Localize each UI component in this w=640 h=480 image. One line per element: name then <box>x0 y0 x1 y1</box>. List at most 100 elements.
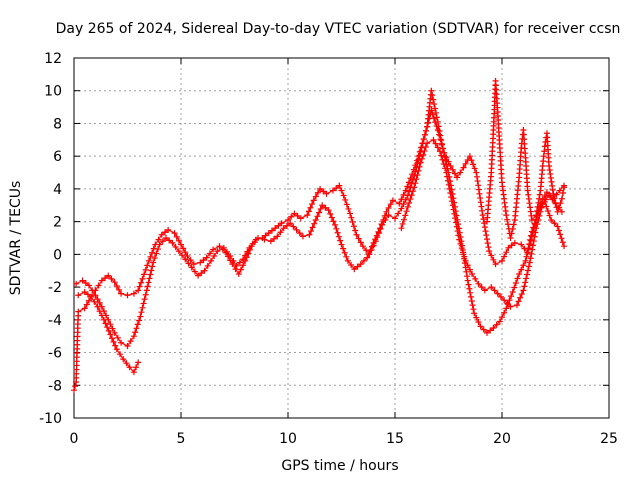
data-point-marker <box>464 262 471 269</box>
data-point-marker <box>477 199 484 206</box>
data-point-marker <box>141 296 148 303</box>
data-point-marker <box>437 132 444 139</box>
data-point-marker <box>246 244 253 251</box>
series-track-1 <box>71 107 568 394</box>
data-point-marker <box>444 177 451 184</box>
data-point-marker <box>529 246 536 253</box>
y-tick-label: 2 <box>53 215 62 231</box>
data-point-marker <box>370 242 377 249</box>
data-point-marker <box>439 145 446 152</box>
data-point-marker <box>412 168 419 175</box>
data-point-marker <box>265 230 272 237</box>
data-point-marker <box>133 364 140 371</box>
data-series <box>71 77 568 394</box>
data-point-marker <box>299 233 306 240</box>
data-point-marker <box>293 226 300 233</box>
data-point-marker <box>328 214 335 221</box>
series-track-2 <box>73 87 568 349</box>
data-point-marker <box>316 209 323 216</box>
data-point-marker <box>508 293 515 300</box>
data-point-marker <box>488 284 495 291</box>
data-point-marker <box>525 245 532 252</box>
data-point-marker <box>533 225 540 232</box>
data-point-marker <box>138 309 145 316</box>
data-point-marker <box>533 212 540 219</box>
data-point-marker <box>333 225 340 232</box>
data-point-marker <box>430 136 437 143</box>
data-point-marker <box>94 296 101 303</box>
data-point-marker <box>497 293 504 300</box>
data-point-marker <box>551 220 558 227</box>
data-point-marker <box>329 187 336 194</box>
data-point-marker <box>347 210 354 217</box>
data-point-marker <box>484 236 491 243</box>
data-point-marker <box>314 189 321 196</box>
data-point-marker <box>538 204 545 211</box>
data-point-marker <box>320 188 327 195</box>
data-point-marker <box>438 137 445 144</box>
data-point-marker <box>210 246 217 253</box>
data-point-marker <box>130 369 137 376</box>
data-point-marker <box>338 241 345 248</box>
data-point-marker <box>395 210 402 217</box>
data-point-marker <box>536 212 543 219</box>
data-point-marker <box>525 263 532 270</box>
data-point-marker <box>242 252 249 259</box>
data-point-marker <box>72 383 79 390</box>
data-point-marker <box>206 250 213 257</box>
data-point-marker <box>417 159 424 166</box>
data-point-marker <box>403 208 410 215</box>
data-point-marker <box>188 264 195 271</box>
data-point-marker <box>389 197 396 204</box>
data-point-marker <box>516 271 523 277</box>
data-point-marker <box>108 275 115 282</box>
data-point-marker <box>457 169 464 176</box>
data-point-marker <box>349 218 356 225</box>
data-point-marker <box>366 251 373 258</box>
data-point-marker <box>308 228 315 235</box>
data-point-marker <box>408 192 415 199</box>
data-point-marker <box>330 218 337 225</box>
series-track-4 <box>398 136 565 310</box>
data-point-marker <box>139 304 146 311</box>
x-tick-label: 20 <box>493 431 511 447</box>
data-point-marker <box>107 331 114 338</box>
data-point-marker <box>252 236 259 243</box>
data-point-marker <box>113 346 120 353</box>
data-point-marker <box>442 165 449 172</box>
data-point-marker <box>490 325 497 331</box>
data-point-marker <box>503 212 510 219</box>
data-point-marker <box>483 232 490 239</box>
data-point-marker <box>475 186 482 193</box>
data-point-marker <box>405 179 412 186</box>
data-point-marker <box>296 230 303 237</box>
data-point-marker <box>343 201 350 208</box>
data-point-marker <box>294 212 301 219</box>
data-point-marker <box>536 191 543 198</box>
data-point-marker <box>148 267 155 274</box>
data-point-marker <box>145 279 152 286</box>
data-point-marker <box>528 217 535 223</box>
data-point-marker <box>534 203 541 210</box>
axis-ticks: 0 5 10 15 20 25 -10 -8 -6 -4 -2 0 2 4 6 8 10 12 <box>39 51 618 447</box>
data-point-marker <box>353 231 360 238</box>
data-point-marker <box>539 200 546 207</box>
data-point-marker <box>107 321 114 328</box>
data-point-marker <box>491 287 498 294</box>
data-point-marker <box>153 250 160 257</box>
data-point-marker <box>173 233 180 240</box>
data-point-marker <box>348 214 355 221</box>
data-point-marker <box>112 342 119 349</box>
data-point-marker <box>520 262 527 269</box>
data-point-marker <box>511 239 518 246</box>
y-tick-label: -8 <box>48 378 62 394</box>
data-point-marker <box>305 208 312 215</box>
data-point-marker <box>463 268 470 275</box>
data-point-marker <box>124 343 131 349</box>
data-point-marker <box>531 233 538 240</box>
data-point-marker <box>521 283 528 290</box>
data-point-marker <box>130 290 137 297</box>
data-point-marker <box>430 96 437 103</box>
data-point-marker <box>402 187 409 194</box>
